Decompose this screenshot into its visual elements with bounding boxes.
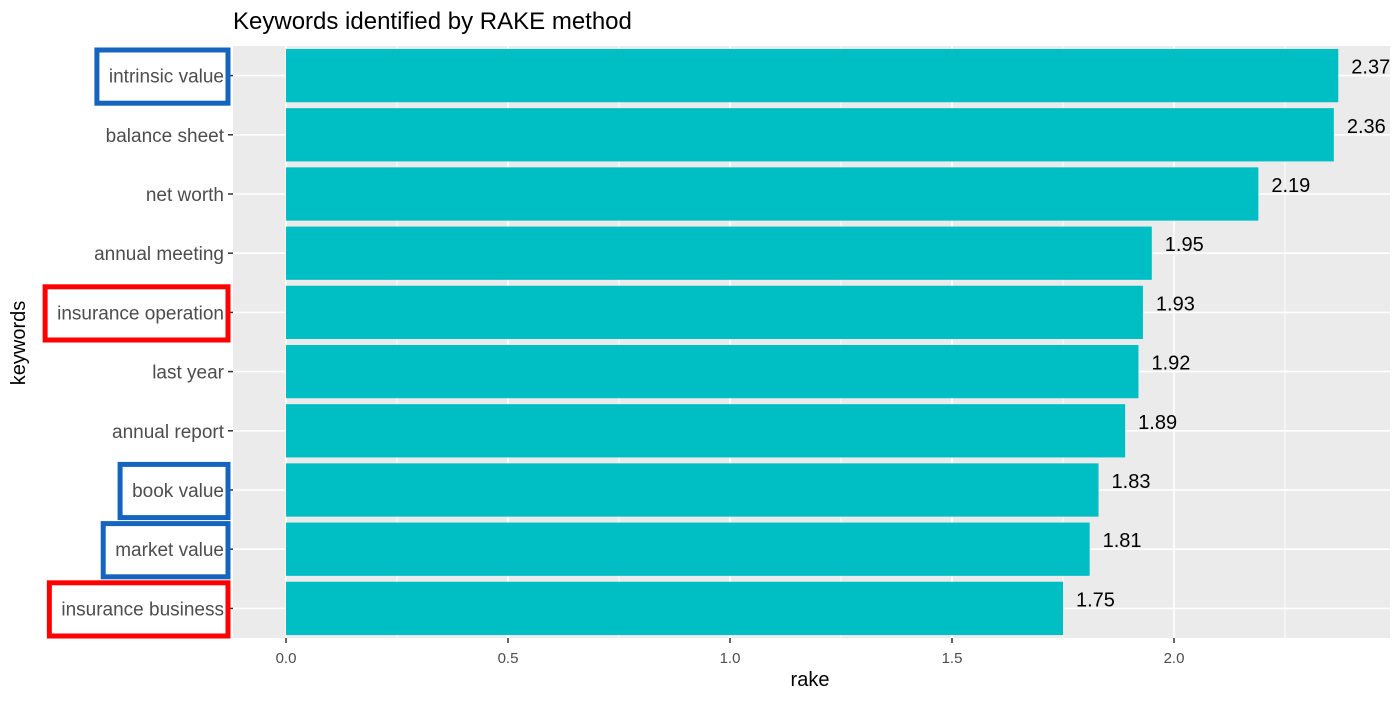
keyword-highlight-box xyxy=(42,284,231,343)
y-tick-label: balance sheet xyxy=(106,126,225,147)
keyword-highlight-box xyxy=(46,580,231,639)
bars xyxy=(286,48,1339,636)
y-tick-label: insurance business xyxy=(61,599,224,620)
x-axis-title: rake xyxy=(791,669,830,691)
y-tick-label: book value xyxy=(132,481,224,502)
x-tick-label: 1.0 xyxy=(720,650,741,667)
y-tick-label: annual report xyxy=(112,422,225,443)
x-axis: 0.0 0.5 1.0 1.5 2.0 xyxy=(276,638,1185,667)
bar-value-label: 1.92 xyxy=(1151,353,1190,375)
bar-value-label: 1.75 xyxy=(1076,589,1115,611)
x-tick-label: 1.5 xyxy=(942,650,963,667)
x-tick-label: 2.0 xyxy=(1164,650,1185,667)
bar-value-label: 1.93 xyxy=(1156,293,1195,315)
bar xyxy=(286,48,1339,103)
keyword-highlight-box xyxy=(94,47,231,106)
keyword-highlight-box xyxy=(100,521,231,580)
chart-title: Keywords identified by RAKE method xyxy=(233,8,632,35)
bar xyxy=(286,344,1139,399)
data-labels: 2.37 2.36 2.19 1.95 1.93 1.92 1.89 1.83 1.81 1.75 xyxy=(1076,57,1390,612)
bar xyxy=(286,522,1090,576)
y-axis-title: keywords xyxy=(8,301,30,385)
y-tick-label: last year xyxy=(152,363,224,384)
bar-value-label: 1.81 xyxy=(1103,530,1142,552)
y-tick-label: intrinsic value xyxy=(109,67,224,88)
bar xyxy=(286,226,1152,280)
y-axis: intrinsic value balance sheet net worth ann… xyxy=(57,67,233,620)
bar xyxy=(286,581,1063,636)
keyword-highlight-box xyxy=(117,461,231,521)
y-tick-label: market value xyxy=(115,540,224,561)
bar xyxy=(286,167,1259,221)
bar-value-label: 2.36 xyxy=(1347,116,1386,138)
bar xyxy=(286,108,1334,162)
bar xyxy=(286,285,1143,340)
x-tick-label: 0.0 xyxy=(276,650,297,667)
bar-value-label: 1.89 xyxy=(1138,412,1177,434)
y-tick-label: annual meeting xyxy=(94,244,224,265)
bar-value-label: 2.37 xyxy=(1351,57,1390,79)
y-tick-label: net worth xyxy=(146,185,224,206)
bar xyxy=(286,463,1099,517)
bar-value-label: 1.95 xyxy=(1165,234,1204,256)
x-tick-label: 0.5 xyxy=(498,650,519,667)
y-tick-label: insurance operation xyxy=(57,303,224,324)
bar-value-label: 2.19 xyxy=(1271,175,1310,197)
bar-value-label: 1.83 xyxy=(1112,471,1151,493)
keyword-highlights xyxy=(42,47,231,639)
bar xyxy=(286,404,1126,458)
